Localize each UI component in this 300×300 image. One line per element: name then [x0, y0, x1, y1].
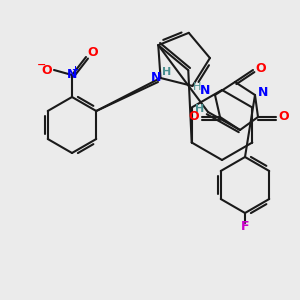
Text: N: N [67, 68, 77, 82]
Text: N: N [152, 71, 162, 85]
Text: N: N [200, 83, 210, 97]
Text: O: O [88, 46, 98, 59]
Text: O: O [42, 64, 52, 76]
Text: H: H [195, 104, 205, 114]
Text: F: F [241, 220, 249, 233]
Text: H: H [162, 67, 171, 77]
Text: +: + [71, 65, 79, 74]
Text: N: N [258, 85, 268, 98]
Text: H: H [193, 82, 201, 92]
Text: O: O [256, 61, 266, 74]
Text: −: − [37, 60, 47, 70]
Text: O: O [279, 110, 289, 124]
Text: O: O [189, 110, 199, 124]
